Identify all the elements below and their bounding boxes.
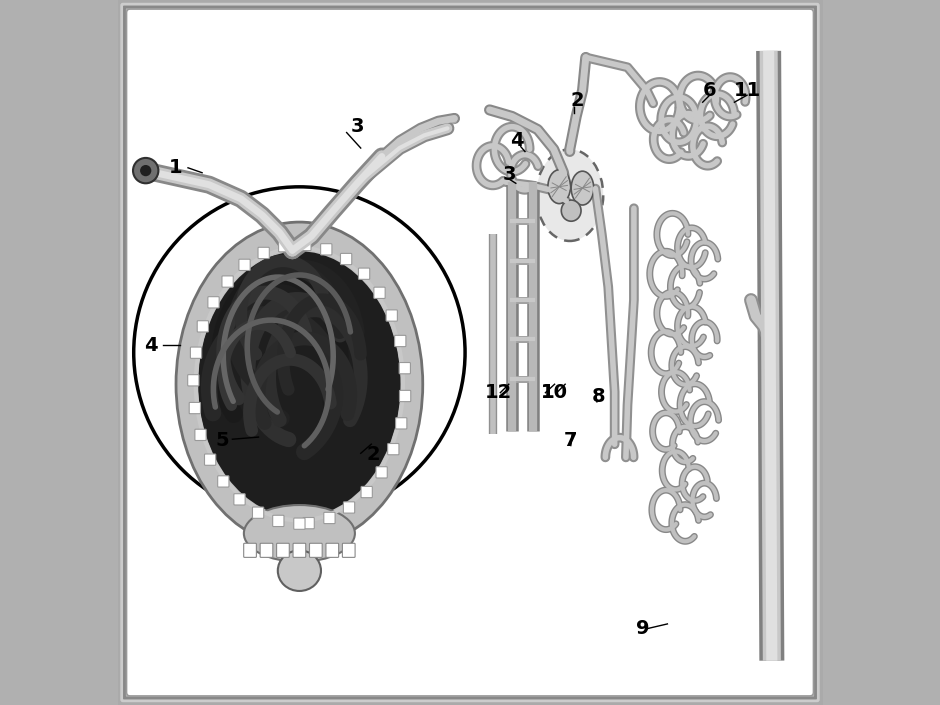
FancyBboxPatch shape	[342, 544, 355, 558]
FancyBboxPatch shape	[195, 429, 206, 441]
FancyBboxPatch shape	[234, 493, 245, 505]
FancyBboxPatch shape	[300, 240, 311, 251]
FancyBboxPatch shape	[386, 310, 398, 321]
FancyBboxPatch shape	[218, 476, 229, 487]
FancyBboxPatch shape	[323, 513, 335, 524]
Text: 4: 4	[145, 336, 158, 355]
Text: 3: 3	[351, 118, 364, 136]
FancyBboxPatch shape	[387, 443, 399, 455]
Ellipse shape	[278, 551, 321, 591]
Text: 7: 7	[564, 431, 577, 450]
FancyBboxPatch shape	[293, 518, 305, 529]
FancyBboxPatch shape	[222, 276, 233, 287]
FancyBboxPatch shape	[396, 417, 407, 429]
FancyBboxPatch shape	[276, 544, 290, 558]
FancyBboxPatch shape	[400, 362, 411, 374]
FancyBboxPatch shape	[340, 253, 352, 264]
Ellipse shape	[572, 171, 594, 205]
FancyBboxPatch shape	[273, 515, 284, 527]
Text: 11: 11	[733, 81, 760, 99]
FancyBboxPatch shape	[358, 268, 369, 279]
FancyBboxPatch shape	[395, 336, 406, 347]
FancyBboxPatch shape	[197, 321, 209, 332]
Text: 3: 3	[503, 166, 516, 184]
FancyBboxPatch shape	[326, 544, 338, 558]
Circle shape	[133, 158, 158, 183]
FancyBboxPatch shape	[253, 507, 264, 518]
Text: 4: 4	[509, 132, 524, 150]
FancyBboxPatch shape	[208, 297, 219, 308]
FancyBboxPatch shape	[303, 517, 314, 529]
FancyBboxPatch shape	[278, 240, 290, 252]
Ellipse shape	[198, 251, 400, 517]
Ellipse shape	[561, 200, 581, 221]
Text: 2: 2	[367, 446, 380, 464]
FancyBboxPatch shape	[258, 247, 269, 259]
Text: 9: 9	[636, 620, 650, 638]
Text: 1: 1	[540, 384, 555, 402]
FancyBboxPatch shape	[205, 454, 216, 465]
Text: 10: 10	[541, 384, 568, 402]
Text: 5: 5	[215, 431, 228, 450]
FancyBboxPatch shape	[191, 347, 202, 358]
Ellipse shape	[536, 149, 603, 241]
FancyBboxPatch shape	[309, 544, 322, 558]
FancyBboxPatch shape	[374, 287, 385, 298]
FancyBboxPatch shape	[361, 486, 372, 498]
Text: 2: 2	[571, 91, 584, 109]
FancyBboxPatch shape	[321, 244, 332, 255]
Text: 8: 8	[592, 387, 605, 405]
FancyBboxPatch shape	[400, 391, 411, 402]
Text: 12: 12	[485, 384, 511, 402]
Ellipse shape	[243, 505, 355, 562]
FancyBboxPatch shape	[343, 502, 354, 513]
FancyBboxPatch shape	[293, 544, 306, 558]
FancyBboxPatch shape	[376, 467, 387, 478]
FancyBboxPatch shape	[243, 544, 257, 558]
Circle shape	[133, 187, 465, 518]
FancyBboxPatch shape	[188, 374, 199, 386]
Text: 1: 1	[169, 159, 182, 177]
Circle shape	[140, 165, 151, 176]
FancyBboxPatch shape	[239, 259, 250, 271]
Text: 6: 6	[703, 81, 716, 99]
FancyBboxPatch shape	[127, 9, 813, 696]
FancyBboxPatch shape	[260, 544, 273, 558]
FancyBboxPatch shape	[189, 403, 200, 414]
Ellipse shape	[176, 222, 423, 546]
Ellipse shape	[548, 170, 571, 204]
